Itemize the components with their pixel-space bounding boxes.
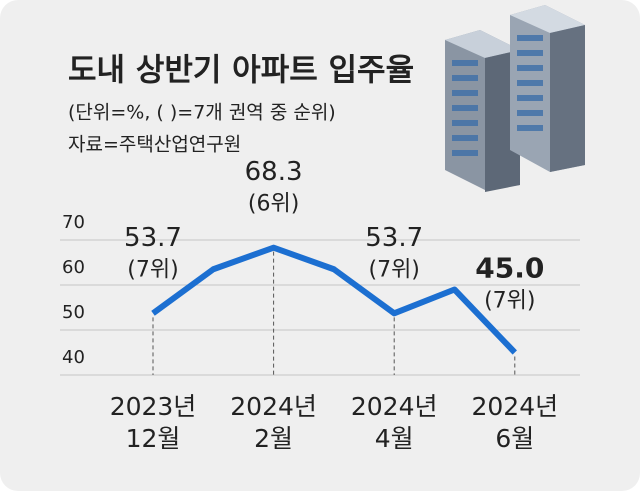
subtitle: (단위=%, ( )=7개 권역 중 순위)	[68, 102, 336, 124]
y-tick-label: 60	[62, 257, 85, 278]
line	[151, 244, 517, 355]
value-label: 53.7	[124, 223, 182, 253]
rank-label: (6위)	[248, 192, 299, 217]
value-label: 45.0	[475, 252, 544, 285]
value-label: 68.3	[245, 157, 303, 187]
rank-label: (7위)	[127, 257, 178, 282]
y-tick-label: 40	[62, 347, 85, 368]
chart-title: 도내 상반기 아파트 입주율	[68, 53, 414, 89]
rank-label: (7위)	[484, 289, 535, 314]
y-tick-label: 70	[62, 212, 85, 233]
x-tick-label: 2024년 4월	[351, 392, 438, 453]
y-tick-label: 50	[62, 302, 85, 323]
rank-label: (7위)	[368, 257, 419, 282]
x-tick-label: 2024년 2월	[230, 392, 317, 453]
x-tick-label: 2024년 6월	[471, 392, 558, 453]
source: 자료=주택산업연구원	[68, 134, 241, 156]
x-tick-label: 2023년 12월	[110, 392, 197, 453]
value-label: 53.7	[365, 223, 423, 253]
building-icon	[445, 5, 585, 192]
